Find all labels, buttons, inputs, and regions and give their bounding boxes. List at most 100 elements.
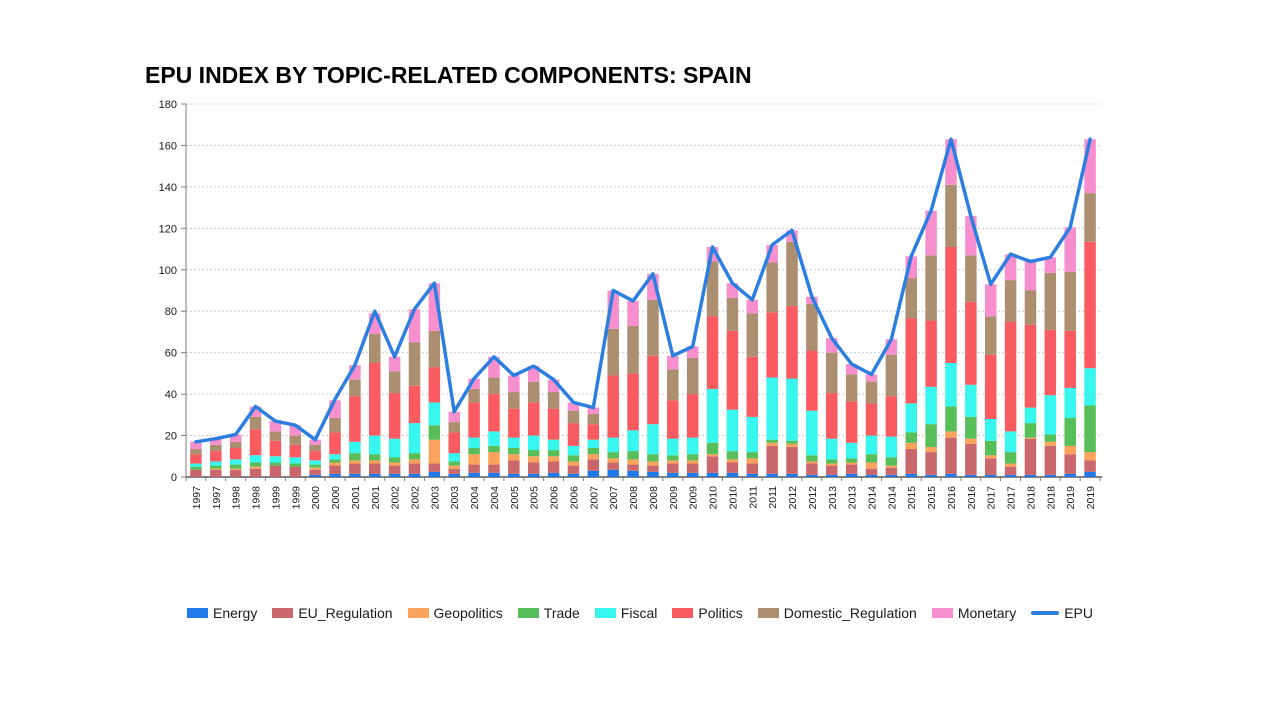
- x-category-label: 2006: [568, 486, 580, 510]
- bar-segment-domestic_regulation: [508, 392, 520, 409]
- bar-segment-geopolitics: [647, 461, 659, 466]
- bar-segment-eu_regulation: [945, 437, 957, 474]
- bar-segment-monetary: [369, 313, 381, 335]
- bar-segment-trade: [229, 464, 242, 469]
- bar-segment-politics: [647, 355, 659, 425]
- bar-segment-energy: [329, 473, 341, 477]
- bar-segment-geopolitics: [706, 454, 719, 457]
- x-category-label: 2002: [410, 486, 422, 510]
- bar-segment-politics: [468, 402, 480, 438]
- bar-segment-geopolitics: [786, 443, 798, 447]
- bar-segment-energy: [587, 470, 600, 477]
- bar-segment-politics: [1024, 324, 1037, 408]
- bar-segment-trade: [369, 454, 381, 461]
- bar-segment-domestic_regulation: [229, 441, 242, 448]
- x-category-label: 1997: [211, 486, 223, 510]
- bar-segment-energy: [527, 473, 540, 477]
- bar-segment-geopolitics: [667, 460, 679, 464]
- bar-segment-fiscal: [667, 438, 679, 456]
- bar-segment-domestic_regulation: [190, 449, 202, 455]
- x-category-label: 2008: [628, 486, 640, 510]
- bar-segment-domestic_regulation: [369, 334, 381, 364]
- bar-segment-geopolitics: [1064, 445, 1076, 455]
- x-category-label: 2003: [449, 486, 461, 510]
- bar-segment-energy: [945, 473, 957, 477]
- bar-segment-fiscal: [408, 423, 421, 454]
- bar-segment-fiscal: [984, 418, 997, 441]
- bar-segment-fiscal: [567, 445, 580, 456]
- bar-segment-energy: [984, 474, 997, 477]
- bar-segment-monetary: [905, 256, 917, 279]
- bar-segment-domestic_regulation: [388, 371, 401, 394]
- bar-segment-monetary: [567, 402, 580, 411]
- bar-segment-fiscal: [746, 416, 759, 453]
- bar-segment-geopolitics: [1044, 441, 1057, 446]
- legend-swatch-politics: [672, 608, 694, 618]
- bar-segment-geopolitics: [349, 460, 361, 464]
- bar-segment-domestic_regulation: [547, 392, 560, 409]
- bar-segment-monetary: [428, 283, 441, 331]
- bar-segment-politics: [190, 454, 202, 464]
- bar-segment-fiscal: [726, 409, 739, 452]
- bar-segment-fiscal: [686, 437, 699, 455]
- bar-segment-domestic_regulation: [607, 328, 619, 376]
- bar-segment-monetary: [249, 406, 262, 417]
- bar-segment-fiscal: [527, 435, 540, 451]
- bar-segment-eu_regulation: [349, 463, 361, 474]
- bar-segment-trade: [329, 459, 341, 463]
- bar-segment-geopolitics: [210, 468, 222, 470]
- bar-segment-politics: [746, 356, 759, 417]
- bar-segment-fiscal: [845, 442, 858, 459]
- bar-segment-trade: [527, 450, 540, 457]
- bar-segment-politics: [408, 385, 421, 424]
- bar-segment-domestic_regulation: [667, 369, 679, 401]
- bar-segment-politics: [945, 246, 957, 364]
- x-category-label: 2009: [688, 486, 700, 510]
- bar-segment-fiscal: [547, 439, 560, 451]
- bar-segment-monetary: [845, 364, 858, 375]
- bar-segment-monetary: [686, 346, 699, 358]
- bar-segment-politics: [587, 424, 600, 440]
- bar-segment-eu_regulation: [249, 468, 262, 477]
- bar-segment-fiscal: [1084, 368, 1096, 406]
- x-category-label: 2003: [429, 486, 441, 510]
- legend-item-fiscal: Fiscal: [594, 605, 658, 621]
- bar-segment-energy: [766, 473, 778, 477]
- bar-segment-monetary: [229, 434, 242, 442]
- bar-segment-trade: [1084, 405, 1096, 453]
- bar-segment-geopolitics: [845, 462, 858, 465]
- bar-segment-domestic_regulation: [865, 381, 878, 404]
- bar-segment-politics: [488, 394, 500, 432]
- x-category-label: 2001: [350, 486, 362, 510]
- bar-segment-trade: [746, 452, 759, 459]
- bar-segment-geopolitics: [527, 456, 540, 463]
- bar-segment-trade: [647, 454, 659, 462]
- bar-segment-eu_regulation: [388, 465, 401, 474]
- bar-segment-domestic_regulation: [289, 435, 302, 445]
- legend-label: EU_Regulation: [298, 605, 393, 621]
- legend-label: Fiscal: [620, 605, 658, 621]
- bar-segment-trade: [905, 432, 917, 443]
- bar-segment-geopolitics: [468, 454, 480, 465]
- bar-segment-energy: [567, 473, 580, 477]
- x-category-label: 2004: [469, 486, 481, 510]
- bar-segment-politics: [686, 394, 699, 438]
- legend-swatch-energy: [186, 608, 208, 618]
- bar-segment-eu_regulation: [1004, 466, 1017, 475]
- x-category-label: 1999: [270, 486, 282, 510]
- y-tick-label: 160: [159, 140, 177, 152]
- bar-segment-fiscal: [289, 457, 302, 464]
- bar-segment-trade: [448, 461, 460, 466]
- x-category-label: 2017: [1006, 486, 1018, 510]
- bar-segment-trade: [210, 465, 222, 469]
- bar-segment-fiscal: [905, 403, 917, 433]
- bar-segment-geopolitics: [984, 455, 997, 459]
- bar-segment-energy: [448, 473, 460, 477]
- bar-segment-trade: [468, 447, 480, 455]
- bar-segment-politics: [210, 451, 222, 462]
- bar-segment-domestic_regulation: [647, 299, 659, 356]
- bar-segment-geopolitics: [428, 439, 441, 464]
- bar-segment-politics: [786, 306, 798, 379]
- bar-segment-fiscal: [965, 384, 977, 417]
- bar-segment-fiscal: [1004, 431, 1017, 453]
